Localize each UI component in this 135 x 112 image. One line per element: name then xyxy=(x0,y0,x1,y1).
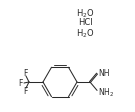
Text: NH: NH xyxy=(98,68,110,77)
Text: HCl: HCl xyxy=(78,18,92,27)
Text: H$_2$O: H$_2$O xyxy=(76,28,94,40)
Text: F: F xyxy=(18,79,22,88)
Text: F: F xyxy=(23,69,27,78)
Text: F: F xyxy=(23,87,27,96)
Text: H$_2$O: H$_2$O xyxy=(76,8,94,20)
Text: NH$_2$: NH$_2$ xyxy=(98,85,114,98)
